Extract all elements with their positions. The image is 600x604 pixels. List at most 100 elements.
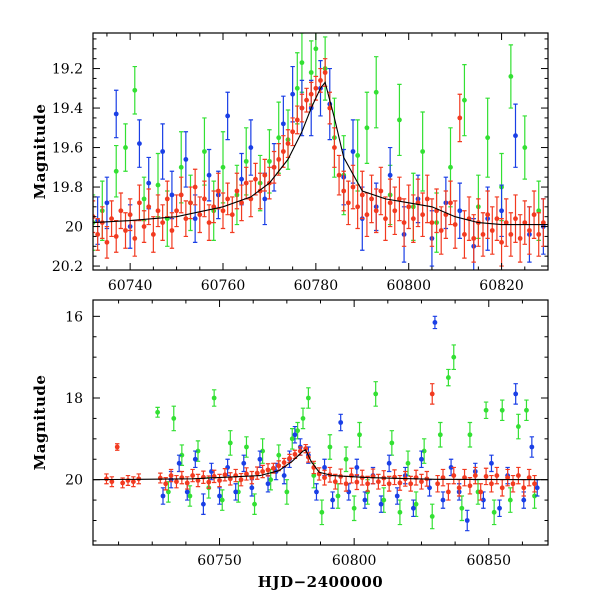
data-point bbox=[183, 157, 189, 162]
data-point bbox=[202, 149, 207, 154]
data-point bbox=[248, 145, 254, 150]
data-point bbox=[281, 473, 287, 478]
data-point bbox=[113, 111, 119, 117]
data-point bbox=[281, 460, 287, 465]
data-point bbox=[421, 448, 427, 454]
data-point bbox=[160, 220, 166, 226]
data-point bbox=[304, 97, 309, 103]
data-point bbox=[452, 222, 458, 227]
data-point bbox=[405, 460, 411, 466]
data-point bbox=[513, 216, 518, 222]
data-point bbox=[318, 78, 323, 83]
data-point bbox=[355, 204, 361, 210]
data-point bbox=[451, 354, 457, 360]
x-tick-label: 60820 bbox=[479, 278, 524, 294]
data-point bbox=[472, 473, 478, 478]
data-point bbox=[467, 432, 473, 438]
data-point bbox=[457, 208, 463, 214]
data-point bbox=[364, 125, 370, 131]
data-point bbox=[497, 505, 502, 511]
data-point bbox=[120, 480, 126, 486]
data-point bbox=[190, 473, 196, 478]
data-point bbox=[311, 473, 317, 478]
data-point bbox=[294, 85, 300, 91]
data-point bbox=[445, 489, 451, 495]
data-point bbox=[130, 479, 136, 485]
data-point bbox=[225, 196, 231, 202]
data-point bbox=[183, 216, 189, 222]
data-point bbox=[327, 444, 333, 450]
data-point bbox=[238, 477, 244, 483]
data-point bbox=[244, 444, 249, 450]
data-point bbox=[457, 115, 463, 121]
data-point bbox=[387, 172, 393, 178]
data-point bbox=[448, 164, 453, 170]
data-point bbox=[268, 477, 274, 483]
data-point bbox=[386, 460, 392, 466]
data-point bbox=[146, 180, 152, 186]
data-point bbox=[169, 192, 175, 198]
data-point bbox=[176, 460, 182, 466]
data-point bbox=[429, 220, 435, 226]
data-point bbox=[165, 489, 171, 495]
data-point bbox=[471, 236, 477, 241]
data-point bbox=[373, 208, 379, 214]
data-point bbox=[271, 164, 277, 170]
data-point bbox=[308, 70, 314, 75]
data-point bbox=[195, 448, 201, 454]
data-point bbox=[227, 476, 233, 482]
data-point bbox=[524, 407, 529, 413]
data-point bbox=[499, 485, 505, 491]
y-tick-label: 20 bbox=[65, 220, 83, 236]
data-point bbox=[387, 200, 393, 206]
data-point bbox=[184, 480, 190, 486]
error-bar bbox=[93, 194, 96, 251]
data-point bbox=[229, 212, 235, 218]
y-tick-label: 19.8 bbox=[52, 180, 83, 196]
data-point bbox=[160, 149, 166, 154]
data-point bbox=[350, 184, 356, 190]
data-point bbox=[314, 489, 319, 495]
data-point bbox=[292, 432, 298, 438]
data-point bbox=[206, 220, 212, 226]
data-point bbox=[507, 497, 513, 503]
data-point bbox=[188, 200, 193, 206]
data-point bbox=[445, 375, 451, 380]
data-point bbox=[300, 416, 306, 421]
y-tick-label: 19.4 bbox=[52, 101, 83, 117]
data-point bbox=[299, 105, 305, 111]
data-point bbox=[164, 196, 170, 202]
data-point bbox=[276, 157, 282, 162]
data-point bbox=[114, 444, 120, 450]
data-point bbox=[146, 204, 152, 210]
data-point bbox=[505, 475, 511, 481]
y-tick-label: 19.6 bbox=[52, 141, 83, 157]
data-point bbox=[169, 228, 175, 233]
data-point bbox=[499, 239, 504, 245]
data-point bbox=[336, 172, 342, 178]
data-point bbox=[373, 89, 379, 95]
data-point bbox=[241, 460, 247, 466]
data-point bbox=[515, 424, 521, 429]
data-point bbox=[392, 208, 398, 214]
data-point bbox=[540, 220, 546, 226]
data-point bbox=[364, 212, 370, 218]
data-point bbox=[464, 518, 470, 523]
data-point bbox=[319, 509, 325, 515]
data-point bbox=[192, 456, 198, 462]
axes: 60740 60760 60780 60800 60820 19.2 19.4 19.6 19.… bbox=[52, 33, 549, 294]
plot-area bbox=[93, 315, 548, 532]
data-point bbox=[536, 208, 542, 214]
data-point bbox=[419, 456, 424, 462]
data-point bbox=[132, 236, 138, 241]
data-point bbox=[373, 391, 379, 397]
data-point bbox=[513, 133, 518, 139]
data-point bbox=[397, 196, 402, 202]
data-point bbox=[276, 463, 282, 469]
series-blue bbox=[160, 315, 540, 532]
data-point bbox=[285, 141, 291, 147]
data-point bbox=[262, 196, 268, 202]
data-point bbox=[313, 85, 319, 91]
x-tick-label: 60750 bbox=[197, 553, 242, 569]
